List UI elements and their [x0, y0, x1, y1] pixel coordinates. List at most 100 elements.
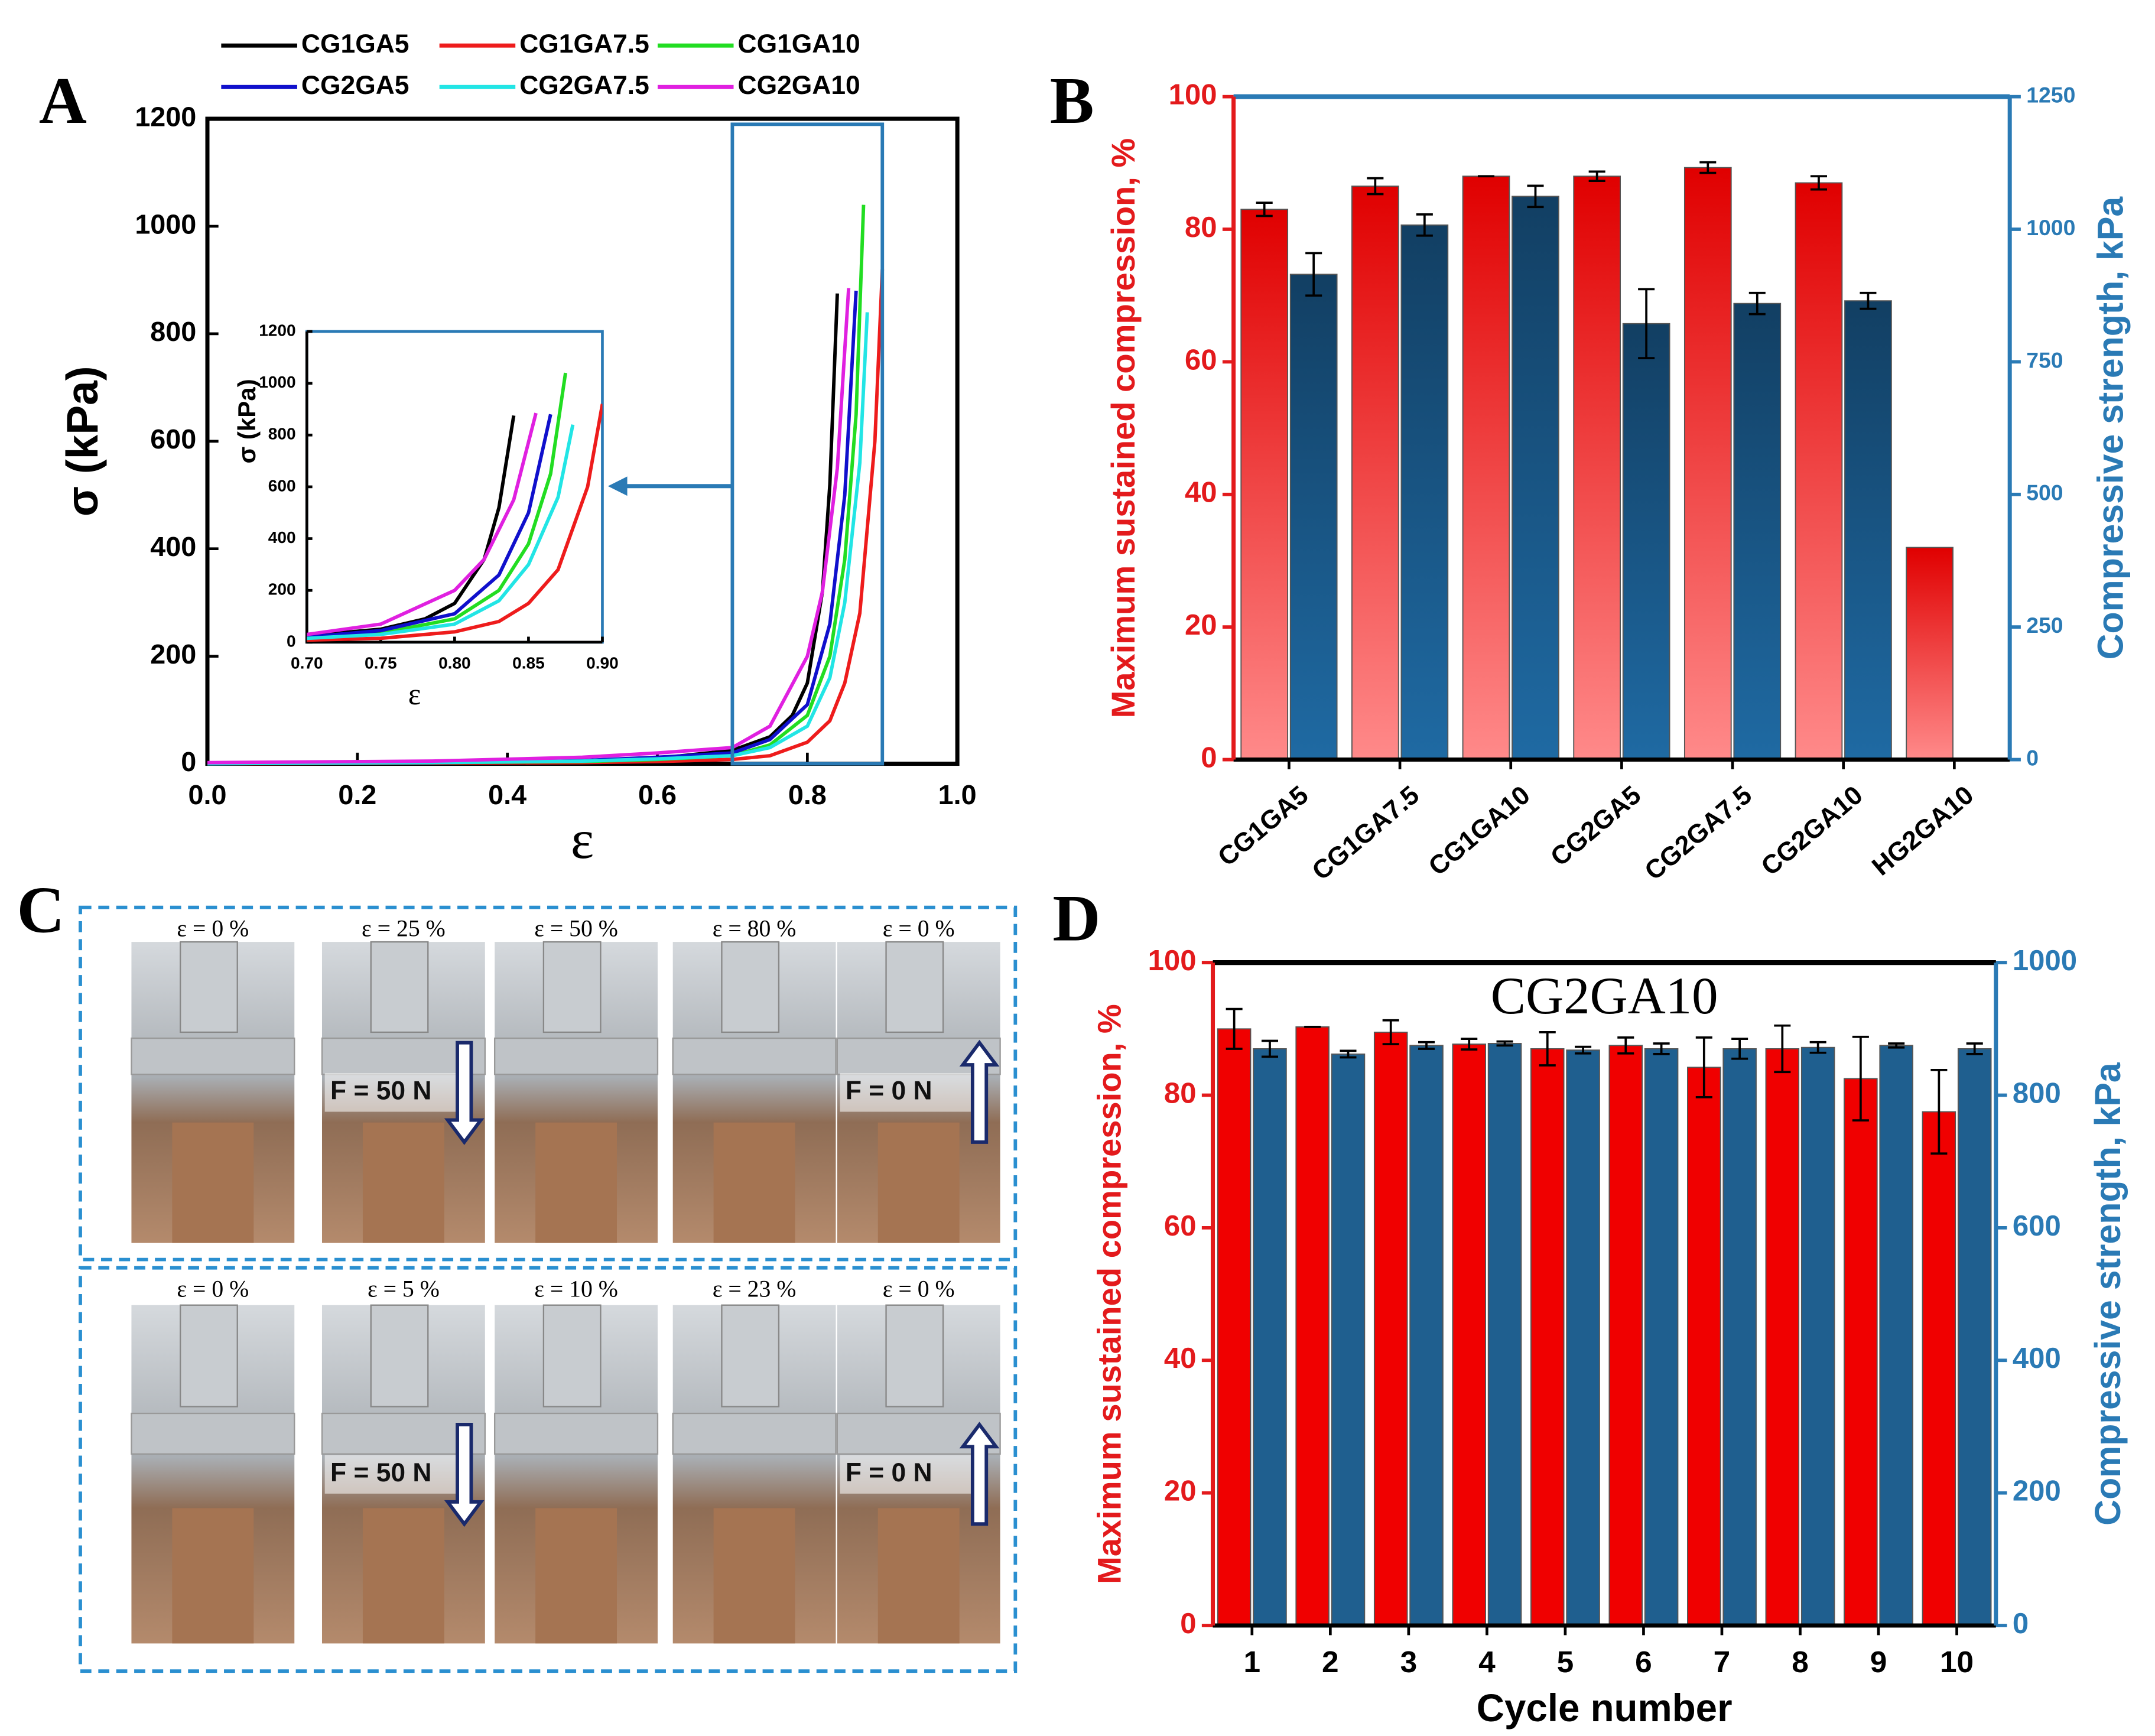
bar — [1331, 1053, 1366, 1626]
x-tick-label: CG1GA10 — [1423, 781, 1536, 882]
strain-label: ε = 0 % — [177, 1276, 249, 1302]
y2-tick-label: 0 — [2026, 745, 2039, 770]
x-tick-label: 1 — [1244, 1644, 1261, 1679]
bar — [1512, 196, 1559, 760]
strain-label: ε = 23 % — [713, 1276, 797, 1302]
y-tick-label: 0 — [1201, 742, 1217, 773]
strain-label: ε = 80 % — [713, 915, 797, 941]
series-line — [307, 412, 538, 636]
plate — [672, 1037, 837, 1075]
bar — [1240, 209, 1289, 760]
error-bar — [1461, 1038, 1478, 1051]
force-bg — [840, 1455, 973, 1494]
photo-frame — [79, 1266, 1018, 1673]
y-tick-label: 80 — [1164, 1077, 1197, 1109]
bar — [1644, 1048, 1679, 1626]
inset-y-label: σ (kPa) — [233, 379, 261, 463]
force-bg — [324, 1455, 458, 1494]
y2-tick-label: 1000 — [2013, 945, 2077, 977]
plate — [672, 1412, 837, 1455]
plate — [493, 1037, 659, 1075]
error-bar — [1305, 252, 1322, 297]
panel-label: A — [39, 64, 87, 138]
stage — [172, 1122, 254, 1243]
y-tick-label: 600 — [150, 424, 196, 454]
probe — [180, 1304, 238, 1407]
y-tick-label: 0 — [287, 632, 296, 650]
stage — [172, 1508, 254, 1644]
bar — [1722, 1048, 1757, 1626]
x-tick-label: 0.2 — [338, 779, 376, 810]
x-tick-label: 0.6 — [638, 779, 677, 810]
error-bar — [1575, 1045, 1592, 1055]
force-arrow — [444, 1423, 485, 1527]
bar — [1452, 1043, 1486, 1626]
error-bar — [1539, 1031, 1556, 1067]
bar — [1253, 1048, 1287, 1626]
error-bar — [1774, 1024, 1791, 1074]
bar — [1800, 1046, 1835, 1626]
y2-tick-label: 500 — [2026, 480, 2063, 505]
legend-label: CG1GA7.5 — [519, 30, 649, 58]
error-bar — [1930, 1068, 1948, 1155]
strain-label: ε = 5 % — [368, 1276, 440, 1302]
y-tick-label: 600 — [268, 476, 296, 495]
probe — [885, 941, 944, 1033]
y-tick-label: 100 — [1148, 945, 1197, 977]
error-bar — [1527, 184, 1544, 209]
x-tick-label: CG2GA5 — [1545, 781, 1646, 872]
strain-label: ε = 50 % — [534, 915, 618, 941]
error-bar — [1496, 1040, 1513, 1047]
probe — [542, 941, 602, 1033]
probe — [370, 941, 429, 1033]
bar — [1922, 1111, 1956, 1626]
error-bar — [1809, 1041, 1826, 1054]
force-arrow — [959, 1422, 1000, 1526]
bar — [1373, 1031, 1408, 1626]
y-tick-label: 80 — [1185, 212, 1217, 243]
x-tick-label: 1.0 — [938, 779, 977, 810]
y-tick-label: 200 — [268, 580, 296, 599]
y-tick-label: 20 — [1185, 609, 1217, 641]
y2-tick-label: 1250 — [2026, 82, 2075, 107]
error-bar — [1617, 1036, 1634, 1055]
probe — [542, 1304, 602, 1407]
probe — [180, 941, 238, 1033]
bar — [1879, 1045, 1913, 1626]
y-tick-label: 800 — [150, 316, 196, 347]
y2-tick-label: 800 — [2013, 1077, 2061, 1109]
x-tick-label: 0.75 — [365, 654, 397, 672]
bar — [1573, 175, 1621, 760]
bar — [1906, 547, 1954, 760]
probe — [885, 1304, 944, 1407]
x-tick-label: CG1GA5 — [1213, 781, 1314, 872]
y-axis-label: σ (kPa) — [57, 366, 107, 516]
series-line — [207, 312, 869, 766]
y-tick-label: 0 — [181, 746, 196, 777]
y-axis-label: Maximum sustained compression, % — [1091, 1004, 1128, 1584]
stage — [713, 1122, 795, 1243]
probe — [721, 941, 780, 1033]
force-arrow — [959, 1039, 1000, 1144]
y-tick-label: 0 — [1180, 1608, 1196, 1640]
stage — [362, 1122, 444, 1243]
strain-label: ε = 0 % — [883, 1276, 955, 1302]
x-tick-label: 9 — [1870, 1644, 1887, 1679]
stage — [713, 1508, 795, 1644]
panel-label: C — [17, 874, 64, 947]
bar — [1683, 167, 1732, 760]
bar — [1289, 274, 1338, 760]
series-line — [307, 424, 575, 641]
y-tick-label: 800 — [268, 425, 296, 443]
error-bar — [1382, 1019, 1399, 1045]
x-tick-label: CG2GA7.5 — [1639, 781, 1757, 886]
y-tick-label: 200 — [150, 639, 196, 669]
stage — [535, 1508, 617, 1644]
y-tick-label: 100 — [1169, 79, 1217, 111]
strain-label: ε = 0 % — [177, 915, 249, 941]
x-axis-label: Cycle number — [1477, 1686, 1733, 1730]
panel-label: D — [1052, 882, 1100, 955]
legend-label: CG2GA10 — [738, 71, 860, 100]
